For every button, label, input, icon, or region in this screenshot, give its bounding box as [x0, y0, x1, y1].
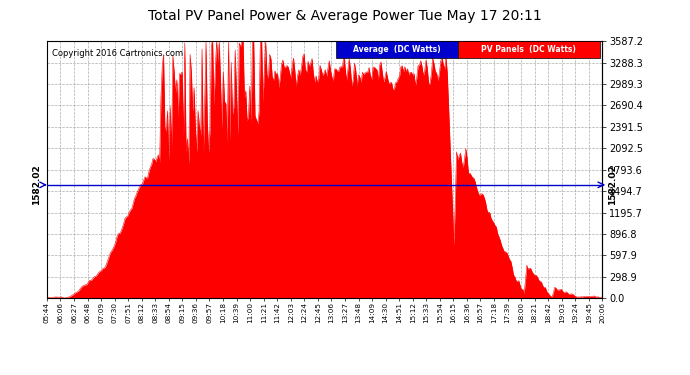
- Text: Copyright 2016 Cartronics.com: Copyright 2016 Cartronics.com: [52, 49, 184, 58]
- FancyBboxPatch shape: [458, 41, 600, 58]
- Text: Total PV Panel Power & Average Power Tue May 17 20:11: Total PV Panel Power & Average Power Tue…: [148, 9, 542, 23]
- FancyBboxPatch shape: [336, 41, 458, 58]
- Text: PV Panels  (DC Watts): PV Panels (DC Watts): [481, 45, 576, 54]
- Text: 1582.02: 1582.02: [32, 165, 41, 205]
- Text: 1582.02: 1582.02: [608, 165, 617, 205]
- Text: Average  (DC Watts): Average (DC Watts): [353, 45, 441, 54]
